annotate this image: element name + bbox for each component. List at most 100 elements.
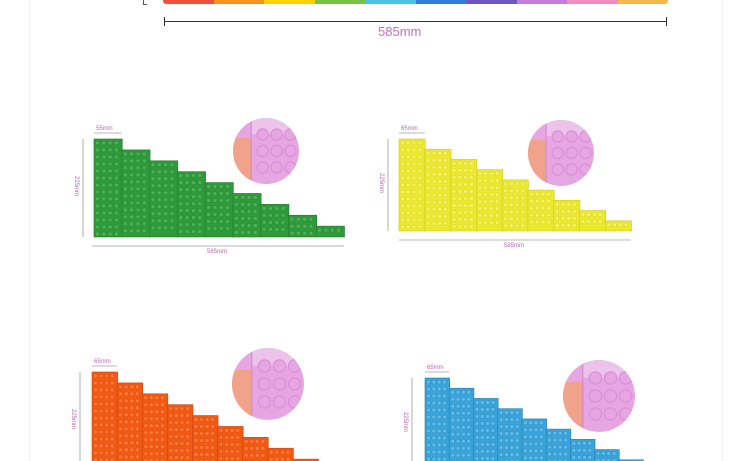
bubble-dot (191, 194, 196, 199)
bubble-dot (546, 205, 551, 211)
bubble-dot (163, 183, 168, 188)
bubble-dot (191, 208, 196, 213)
bubble-dot (230, 449, 235, 454)
bubble-dot (466, 432, 471, 437)
bubble-dot (539, 427, 544, 433)
bubble-dot (179, 441, 185, 446)
bubble-dot (509, 188, 514, 194)
bubble-dot (437, 214, 443, 219)
bubble-dot (268, 220, 273, 225)
bubble-dot (451, 196, 457, 201)
bubble-dot (552, 430, 558, 436)
bubble-dot (417, 140, 423, 146)
bubble-dot (101, 196, 107, 202)
bubble-dot (179, 406, 185, 411)
bubble-dot (206, 191, 211, 196)
bubble-dot (554, 209, 560, 214)
bubble-dot (246, 230, 252, 235)
bubble-dot (436, 414, 442, 420)
bubble-dot (274, 227, 280, 232)
bubble-dot (104, 373, 109, 379)
bubble-dot (230, 428, 235, 433)
bubble-dot (174, 441, 179, 446)
bubble-dot (289, 231, 295, 236)
bubble-dot (253, 223, 258, 228)
bubble-dot (457, 224, 463, 229)
bubble-dot (150, 197, 156, 202)
bubble-dot (253, 202, 258, 207)
bubble-dot (185, 406, 190, 411)
bubble-dot (576, 441, 582, 446)
bubble-dot (234, 209, 239, 214)
bubble-dot (461, 404, 466, 409)
bubble-dot (261, 220, 267, 225)
bubble-dot (598, 212, 603, 217)
bubble-dot (539, 420, 544, 426)
bubble-dot (179, 413, 185, 418)
step-width-label: 65mm (94, 359, 111, 365)
bubble-dot (107, 168, 113, 174)
bubble-dot (193, 438, 199, 443)
bubble-dot (135, 391, 140, 397)
bubble-dot (142, 207, 147, 213)
bubble-dot (539, 434, 544, 440)
bubble-dot (255, 439, 260, 444)
bubble-dot (431, 428, 437, 434)
bubble-dot (135, 193, 141, 199)
bubble-dot (469, 182, 474, 187)
bubble-dot (197, 187, 203, 192)
bubble-dot (178, 201, 184, 206)
bubble-dot (450, 397, 455, 402)
bubble-dot (178, 229, 184, 234)
bubble-dot (455, 446, 461, 451)
bubble-dot (174, 448, 179, 453)
bubble-dot (179, 455, 185, 460)
bubble-dot (174, 427, 179, 432)
bubble-dot (101, 210, 107, 216)
bubble-dot (118, 426, 123, 432)
bubble-dot (431, 186, 437, 191)
bubble-dot (489, 185, 494, 190)
bubble-dot (135, 200, 141, 206)
bubble-dot (503, 181, 508, 187)
bubble-dot (451, 217, 457, 222)
bubble-dot (539, 448, 544, 454)
bubble-dot (400, 224, 405, 230)
bubble-dot (417, 161, 423, 167)
bubble-dot (199, 445, 204, 450)
bubble-dot (485, 456, 490, 461)
bubble-dot (400, 161, 405, 167)
bubble-dot (191, 222, 196, 227)
bubble-dot (234, 195, 239, 200)
bubble-dot (184, 208, 190, 213)
staircase-column (521, 418, 547, 461)
top-dimension-tick-right (666, 17, 667, 26)
bubble-dot (426, 221, 431, 226)
bubble-dot (157, 190, 162, 195)
bubble-dot (110, 373, 115, 379)
zoom-bubble (270, 161, 283, 174)
bubble-dot (480, 407, 485, 412)
bubble-dot (104, 443, 109, 449)
bubble-dot (466, 453, 471, 458)
bubble-dot (210, 417, 215, 422)
bubble-dot (520, 209, 526, 215)
bubble-dot (199, 452, 204, 457)
bubble-dot (450, 425, 455, 430)
bubble-dot (101, 154, 107, 160)
bubble-dot (466, 425, 471, 430)
bubble-dot (436, 393, 442, 399)
bubble-dot (206, 219, 211, 224)
bubble-dot (93, 408, 98, 414)
bubble-dot (560, 209, 566, 214)
bubble-dot (457, 203, 463, 208)
bubble-dot (114, 210, 119, 216)
bubble-dot (163, 169, 168, 174)
bubble-dot (540, 219, 546, 225)
bubble-dot (498, 438, 504, 443)
bubble-dot (431, 200, 437, 205)
bubble-dot (154, 444, 160, 449)
bubble-dot (417, 196, 423, 202)
bubble-dot (477, 206, 483, 211)
bubble-dot (193, 431, 199, 436)
